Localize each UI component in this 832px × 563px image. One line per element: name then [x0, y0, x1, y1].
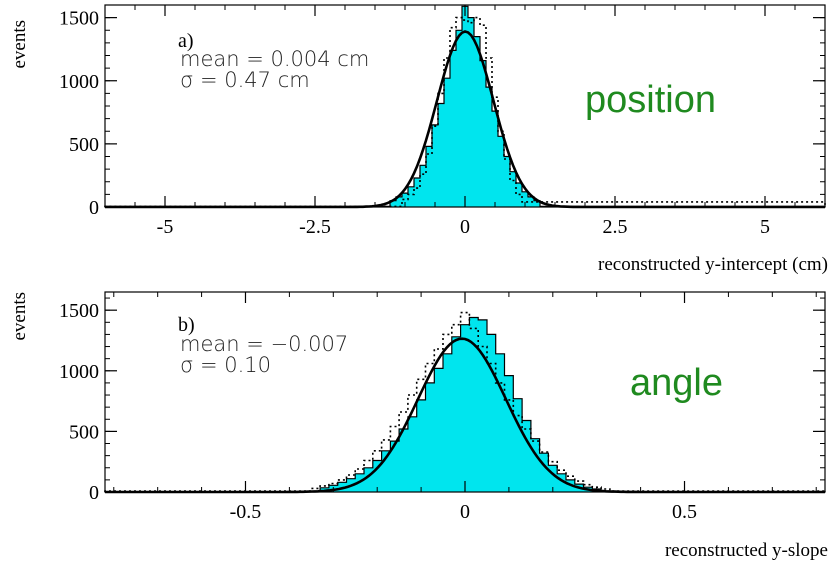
histogram-bin	[408, 417, 417, 492]
histogram-bin	[504, 157, 510, 208]
histogram-bin	[468, 18, 474, 207]
x-tick-label: 5	[760, 216, 770, 238]
histogram-bin	[505, 376, 514, 492]
y-tick-label: 1500	[59, 300, 99, 322]
dotted-histogram	[104, 16, 826, 208]
histogram-bin	[474, 37, 480, 207]
histogram-bin	[480, 61, 486, 207]
histogram-bin	[438, 104, 444, 208]
y-tick-label: 0	[89, 197, 99, 219]
sigma-stat: σ = 0.47 cm	[180, 68, 310, 92]
y-tick-label: 1000	[59, 361, 99, 383]
panel-label: a)	[178, 30, 194, 52]
y-tick-label: 500	[69, 134, 99, 156]
mean-stat: mean = −0.007	[180, 332, 348, 356]
histogram-bin	[434, 368, 443, 492]
x-axis-title: reconstructed y-intercept (cm)	[598, 254, 828, 275]
x-tick-label: 2.5	[603, 216, 628, 238]
histogram-bin	[420, 165, 426, 207]
histogram-bin	[426, 146, 432, 207]
histogram-bin	[510, 172, 516, 207]
histogram-bin	[408, 187, 414, 207]
plot-area: -5 -2.5 0 2.5 5 0 500 1000 1500	[59, 4, 826, 238]
histogram-bin	[498, 136, 504, 207]
histogram-bin	[414, 178, 420, 207]
histogram-bin	[417, 400, 426, 492]
histogram-bin	[399, 429, 408, 492]
histogram-bin	[540, 453, 549, 492]
histogram-bin	[432, 125, 438, 207]
x-tick-label: -2.5	[299, 216, 331, 238]
panel-a-position: -5 -2.5 0 2.5 5 0 500 1000 1500 a) mean = 0.004 …	[9, 4, 828, 275]
histogram-bin	[513, 399, 522, 492]
plot-area: -0.5 0 0.5 0 500 1000 1500	[59, 291, 826, 523]
sigma-stat: σ = 0.10	[180, 353, 271, 377]
big-label-angle: angle	[630, 362, 723, 404]
histogram-bin	[462, 6, 468, 207]
histogram-bin	[443, 354, 452, 492]
histogram-bin	[496, 354, 505, 492]
histogram-bin	[492, 111, 498, 207]
x-tick-label: -5	[157, 216, 174, 238]
histogram-outline	[104, 316, 826, 493]
y-tick-label: 500	[69, 421, 99, 443]
x-axis-title: reconstructed y-slope	[665, 540, 828, 561]
x-tick-label: 0	[460, 501, 470, 523]
x-tick-label: 0.5	[672, 501, 697, 523]
x-tick-label: -0.5	[230, 501, 262, 523]
mean-stat: mean = 0.004 cm	[180, 47, 369, 71]
x-tick-label: 0	[460, 216, 470, 238]
histogram-bin	[452, 337, 461, 492]
histogram-fill	[105, 6, 825, 207]
big-label-position: position	[585, 79, 716, 121]
histogram-bin	[450, 50, 456, 207]
histogram-bin	[426, 383, 435, 492]
histogram-bin	[486, 87, 492, 207]
y-axis-title: events	[9, 20, 30, 69]
y-tick-label: 1500	[59, 8, 99, 30]
panel-label: b)	[178, 314, 195, 336]
histogram-bin	[461, 325, 470, 492]
histogram-bin	[531, 439, 540, 492]
histogram-fill	[105, 317, 825, 492]
histogram-bin	[456, 30, 462, 207]
histogram-bin	[487, 334, 496, 492]
y-tick-label: 0	[89, 482, 99, 504]
y-tick-label: 1000	[59, 71, 99, 93]
histogram-bin	[522, 421, 531, 493]
histogram-bin	[444, 78, 450, 207]
y-axis-title: events	[9, 292, 30, 341]
panel-b-angle: -0.5 0 0.5 0 500 1000 1500 b) mean = −0.007 σ …	[9, 291, 828, 561]
